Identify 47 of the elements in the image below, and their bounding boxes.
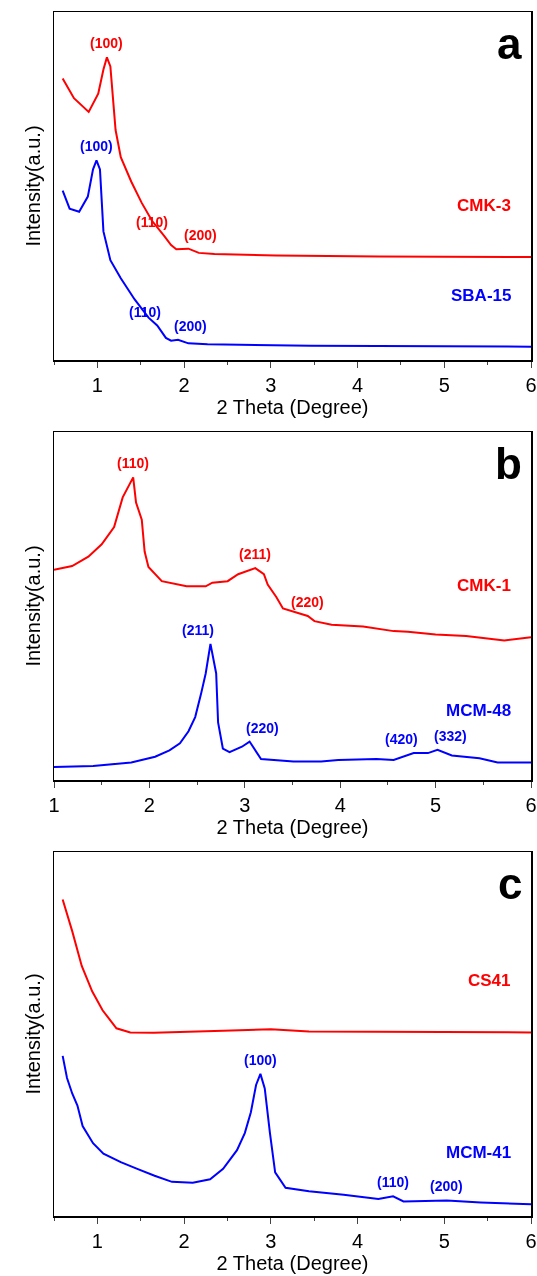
- x-tick-label: 4: [351, 1229, 364, 1252]
- x-tick-label: 2: [143, 793, 155, 816]
- text: CMK-1: [457, 576, 511, 595]
- annotation: (200): [184, 227, 217, 243]
- annotation: (420): [385, 731, 418, 747]
- text: CMK-3: [457, 196, 511, 215]
- annotation: (211): [182, 622, 214, 638]
- x-tick-label: 4: [351, 373, 364, 396]
- chart-title: a: [497, 19, 522, 68]
- x-tick-label: 5: [438, 1229, 450, 1252]
- x-tick-label: 4: [334, 793, 346, 816]
- y-axis-title: Intensity(a.u.): [22, 545, 45, 667]
- annotation: (220): [291, 594, 324, 610]
- y-axis-title: Intensity(a.u.): [22, 125, 45, 247]
- x-tick-label: 6: [525, 793, 537, 816]
- annotation: (332): [434, 728, 467, 744]
- annotation: (110): [377, 1174, 409, 1190]
- annotation: (220): [246, 720, 279, 736]
- annotation: (100): [80, 138, 113, 154]
- x-tick-label: 2: [178, 1229, 190, 1252]
- text: SBA-15: [451, 286, 512, 305]
- x-tick-label: 5: [438, 373, 450, 396]
- x-tick-label: 6: [525, 1229, 537, 1252]
- x-axis-title: 2 Theta (Degree): [216, 395, 369, 418]
- x-tick-label: 1: [48, 793, 60, 816]
- y-axis-title: Intensity(a.u.): [22, 973, 45, 1095]
- annotation: (100): [90, 35, 123, 51]
- annotation: (200): [174, 318, 207, 334]
- x-tick-label: 3: [265, 373, 277, 396]
- annotation: (200): [430, 1178, 463, 1194]
- text: CS41: [468, 971, 511, 990]
- text: MCM-41: [446, 1143, 512, 1162]
- x-tick-label: 1: [91, 373, 103, 396]
- x-axis-title: 2 Theta (Degree): [216, 815, 369, 838]
- chart-title: b: [495, 439, 522, 488]
- annotation: (211): [239, 546, 271, 562]
- annotation: (100): [244, 1052, 277, 1068]
- x-tick-label: 3: [239, 793, 251, 816]
- series-label: MCM-48: [446, 701, 512, 720]
- chart-title: c: [498, 859, 523, 908]
- x-tick-label: 5: [430, 793, 442, 816]
- x-tick-label: 6: [525, 373, 537, 396]
- x-tick-label: 2: [178, 373, 190, 396]
- x-tick-label: 1: [91, 1229, 103, 1252]
- annotation: (110): [117, 455, 149, 471]
- x-tick-label: 3: [265, 1229, 277, 1252]
- x-axis-title: 2 Theta (Degree): [216, 1251, 369, 1274]
